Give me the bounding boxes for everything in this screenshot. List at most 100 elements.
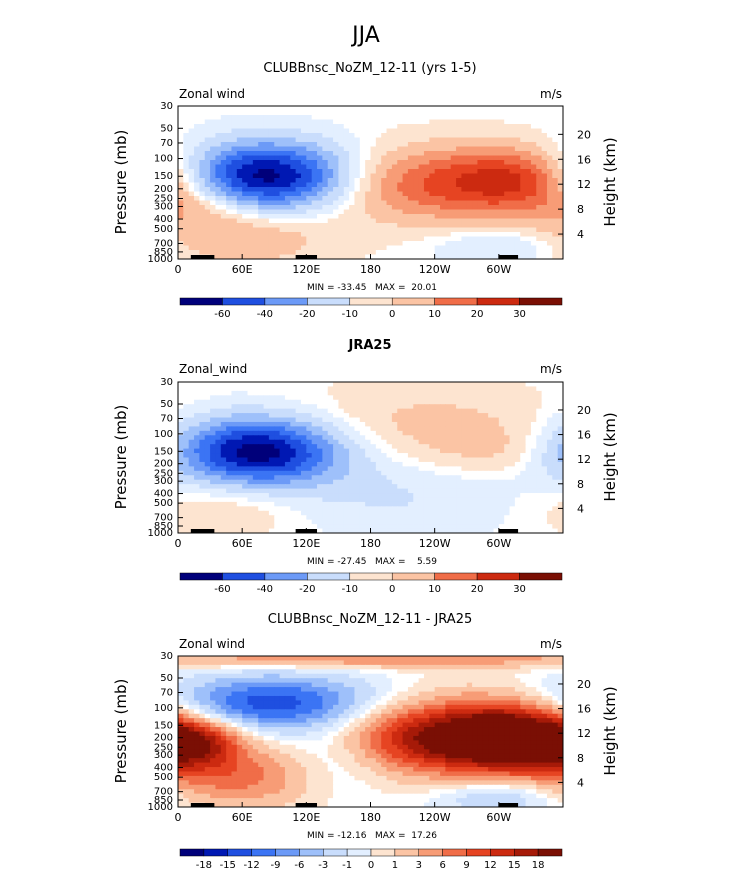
- field-cell: [488, 479, 495, 485]
- field-cell: [546, 515, 553, 521]
- field-cell: [183, 417, 190, 423]
- field-cell: [274, 524, 281, 530]
- field-cell: [423, 124, 430, 130]
- field-cell: [354, 187, 361, 193]
- field-cell: [429, 137, 436, 143]
- field-cell: [482, 119, 489, 125]
- field-cell: [381, 245, 388, 251]
- field-cell: [295, 382, 302, 388]
- field-cell: [263, 115, 270, 121]
- field-cell: [322, 178, 329, 184]
- field-cell: [541, 209, 548, 215]
- field-cell: [279, 510, 286, 516]
- field-cell: [498, 106, 505, 112]
- field-cell: [493, 110, 500, 116]
- field-cell: [466, 133, 473, 139]
- field-cell: [354, 115, 361, 121]
- field-cell: [258, 106, 265, 112]
- field-cell: [279, 178, 286, 184]
- field-cell: [365, 382, 372, 388]
- field-cell: [279, 146, 286, 152]
- field-cell: [546, 146, 553, 152]
- field-cell: [252, 173, 259, 179]
- field-cell: [557, 501, 563, 507]
- field-cell: [429, 413, 436, 419]
- field-cell: [397, 479, 404, 485]
- field-cell: [252, 146, 259, 152]
- field-cell: [263, 119, 270, 125]
- field-cell: [402, 209, 409, 215]
- field-cell: [461, 124, 468, 130]
- field-cell: [381, 484, 388, 490]
- field-cell: [536, 128, 543, 134]
- field-cell: [300, 390, 307, 396]
- field-cell: [386, 395, 393, 401]
- field-cell: [423, 382, 430, 388]
- field-cell: [525, 430, 532, 436]
- field-cell: [231, 119, 238, 125]
- field-cell: [279, 155, 286, 161]
- field-cell: [268, 413, 275, 419]
- field-cell: [552, 484, 559, 490]
- field-cell: [370, 250, 377, 256]
- field-cell: [327, 382, 334, 388]
- field-cell: [488, 191, 495, 197]
- field-cell: [258, 196, 265, 202]
- field-cell: [333, 169, 340, 175]
- field-cell: [204, 390, 211, 396]
- field-cell: [381, 501, 388, 507]
- field-cell: [530, 404, 537, 410]
- field-cell: [333, 160, 340, 166]
- field-cell: [429, 448, 436, 454]
- field-cell: [520, 133, 527, 139]
- field-cell: [199, 488, 206, 494]
- field-cell: [466, 453, 473, 459]
- field-cell: [247, 110, 254, 116]
- field-cell: [418, 408, 425, 414]
- field-cell: [402, 142, 409, 148]
- field-cell: [493, 413, 500, 419]
- field-cell: [466, 205, 473, 211]
- field-cell: [236, 439, 243, 445]
- field-cell: [429, 435, 436, 441]
- field-cell: [279, 250, 286, 256]
- field-cell: [557, 413, 563, 419]
- field-cell: [322, 200, 329, 206]
- field-cell: [472, 160, 479, 166]
- field-cell: [215, 236, 222, 242]
- field-cell: [252, 182, 259, 188]
- field-cell: [504, 453, 511, 459]
- field-cell: [397, 506, 404, 512]
- field-cell: [349, 169, 356, 175]
- field-cell: [434, 484, 441, 490]
- field-cell: [440, 506, 446, 512]
- field-cell: [295, 119, 302, 125]
- field-cell: [220, 169, 227, 175]
- field-cell: [520, 524, 527, 530]
- field-cell: [445, 209, 452, 215]
- field-cell: [263, 227, 270, 233]
- field-cell: [322, 453, 329, 459]
- field-cell: [370, 205, 377, 211]
- field-cell: [472, 245, 479, 251]
- field-cell: [231, 395, 238, 401]
- field-cell: [354, 386, 361, 392]
- field-cell: [231, 115, 238, 121]
- colorbar-box: [434, 297, 478, 306]
- field-cell: [322, 524, 329, 530]
- field-cell: [413, 241, 420, 247]
- field-cell: [440, 196, 446, 202]
- field-cell: [488, 488, 495, 494]
- field-cell: [258, 457, 265, 463]
- field-cell: [445, 382, 452, 388]
- field-cell: [300, 395, 307, 401]
- field-cell: [247, 515, 254, 521]
- field-cell: [311, 232, 318, 238]
- field-cell: [284, 209, 291, 215]
- field-cell: [375, 448, 382, 454]
- field-cell: [450, 395, 457, 401]
- field-cell: [226, 223, 233, 229]
- field-cell: [514, 426, 521, 432]
- field-cell: [252, 382, 259, 388]
- field-cell: [263, 232, 270, 238]
